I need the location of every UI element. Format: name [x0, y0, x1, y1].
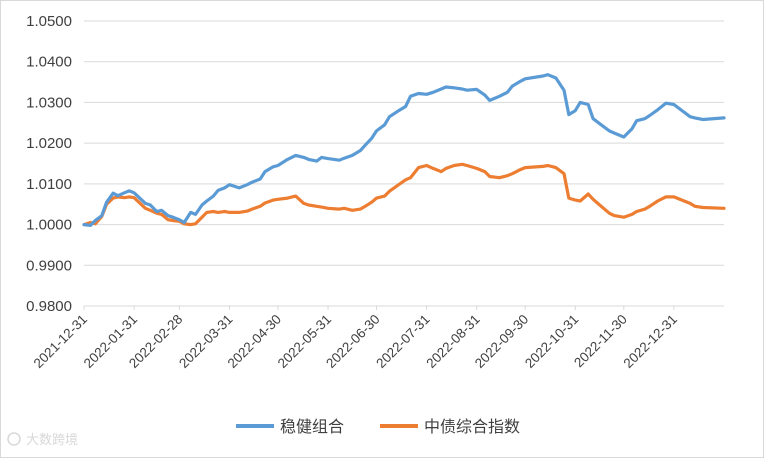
legend: 稳健组合 中债综合指数	[236, 417, 520, 436]
gridlines	[84, 20, 724, 307]
y-tick-label: 1.0400	[26, 54, 72, 71]
y-tick-label: 0.9800	[26, 298, 72, 315]
y-axis-ticks: 0.9800 0.9900 1.0000 1.0100 1.0200 1.0300 1.04…	[26, 13, 72, 315]
watermark-text: 大数跨境	[26, 433, 78, 448]
y-tick-label: 1.0500	[26, 13, 72, 30]
y-tick-label: 1.0000	[26, 217, 72, 234]
x-axis-ticks: 2021-12-312022-01-312022-02-282022-03-31…	[31, 306, 680, 371]
legend-label: 稳健组合	[280, 417, 344, 436]
watermark: 大数跨境	[7, 432, 78, 448]
legend-label: 中债综合指数	[424, 417, 520, 436]
series-line	[82, 162, 726, 227]
y-tick-label: 0.9900	[26, 257, 72, 274]
y-tick-label: 1.0200	[26, 135, 72, 152]
y-tick-label: 1.0300	[26, 94, 72, 111]
y-tick-label: 1.0100	[26, 176, 72, 193]
x-tick-label: 2022-12-31	[621, 312, 680, 371]
series-line	[82, 73, 726, 227]
series-lines	[82, 73, 726, 227]
watermark-logo-icon	[7, 432, 21, 446]
